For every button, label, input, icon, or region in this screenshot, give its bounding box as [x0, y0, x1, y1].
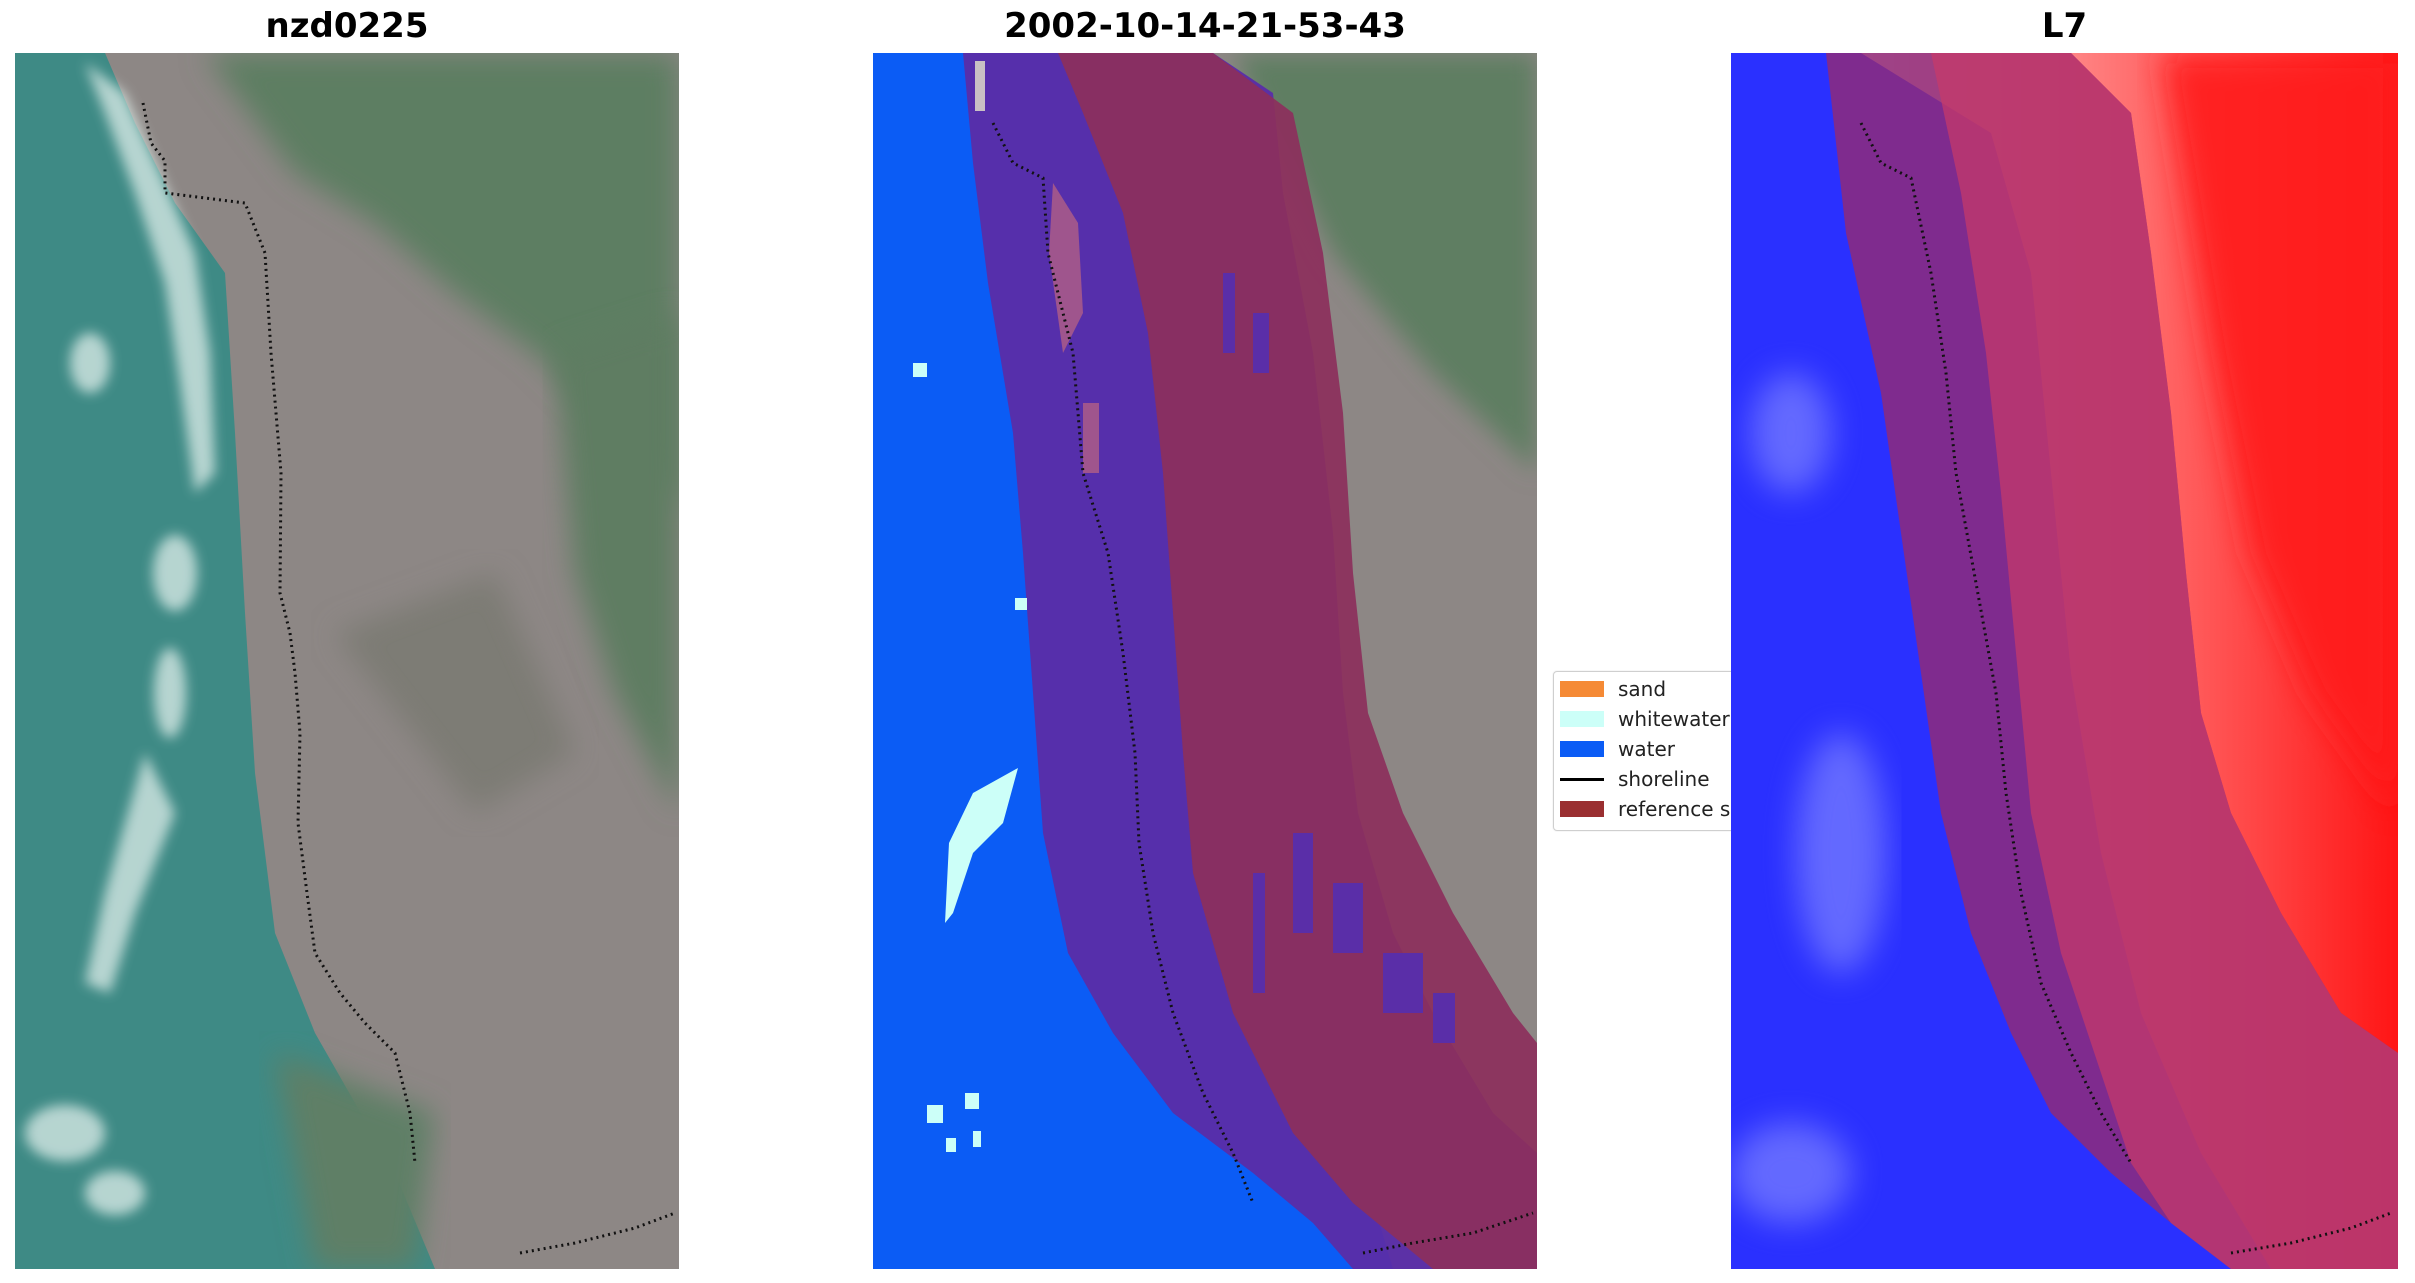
shoreline-swatch [1560, 777, 1604, 781]
shoreline-dotted-line [141, 102, 417, 1164]
right-panel-title: L7 [2041, 6, 2088, 46]
legend-item-reference-buffer: reference shoreline buffer [1560, 797, 1734, 821]
index-map [1731, 53, 2398, 1269]
legend-item-water: water [1560, 737, 1675, 761]
index-image-panel [1731, 53, 2398, 1269]
whitewater-patches [913, 363, 1027, 1152]
reference-buffer-swatch [1560, 801, 1604, 817]
classified-image-panel [873, 53, 1537, 1269]
legend: sand whitewater water shoreline referenc… [1553, 671, 1735, 831]
water-swatch [1560, 741, 1604, 757]
classification-map [873, 53, 1537, 1269]
rgb-satellite-image [15, 53, 679, 1269]
left-panel-title: nzd0225 [265, 6, 429, 46]
whitewater-swatch [1560, 711, 1604, 727]
legend-item-whitewater: whitewater [1560, 707, 1730, 731]
rgb-image-panel [15, 53, 679, 1269]
legend-item-shoreline: shoreline [1560, 767, 1710, 791]
legend-item-sand: sand [1560, 677, 1666, 701]
middle-panel-title: 2002-10-14-21-53-43 [1004, 6, 1406, 46]
sand-swatch [1560, 681, 1604, 697]
